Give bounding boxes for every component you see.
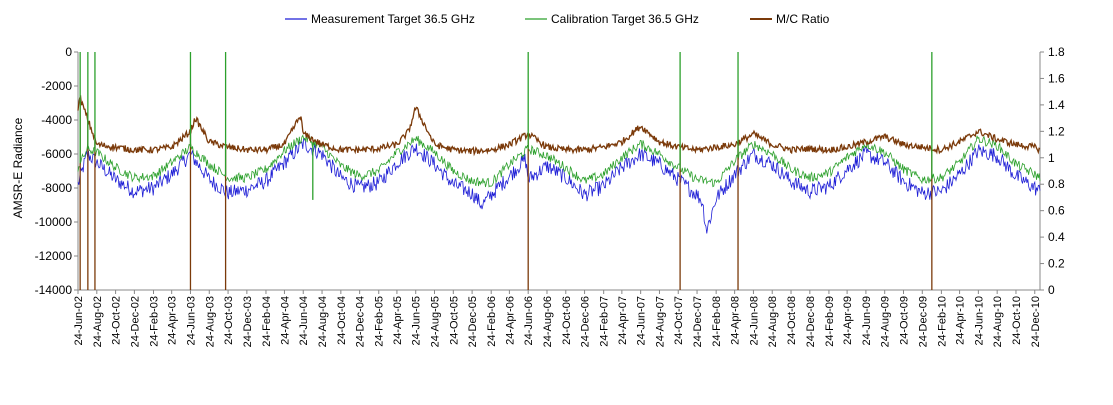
x-tick-label: 24-Oct-02 [111, 296, 123, 345]
x-tick-label: 24-Apr-08 [730, 296, 742, 345]
x-axis: 24-Jun-02 24-Aug-02 24-Oct-02 24-Dec-02 24-F… [73, 289, 1042, 347]
x-tick-label: 24-Dec-08 [805, 296, 817, 347]
x-tick-label: 24-Apr-03 [167, 296, 179, 345]
x-tick-label: 24-Oct-06 [561, 296, 573, 345]
legend: Measurement Target 36.5 GHz Calibration T… [285, 12, 830, 26]
series-line-mc-ratio [77, 94, 1041, 157]
x-tick-label: 24-Jun-04 [298, 296, 310, 346]
y-tick-label-left: -2000 [41, 79, 72, 93]
y-tick-label-right: 1.4 [1048, 98, 1065, 112]
y-tick-label-left: -8000 [41, 181, 72, 195]
y-tick-label-left: -14000 [35, 283, 73, 297]
x-tick-label: 24-Dec-03 [242, 296, 254, 347]
x-tick-label: 24-Apr-10 [955, 296, 967, 345]
y-tick-label-left: -12000 [35, 249, 73, 263]
x-tick-label: 24-Dec-09 [917, 296, 929, 347]
x-tick-label: 24-Feb-03 [148, 296, 160, 347]
x-tick-label: 24-Oct-03 [223, 296, 235, 345]
x-tick-label: 24-Dec-07 [692, 296, 704, 347]
x-tick-label: 24-Apr-04 [279, 296, 291, 345]
x-tick-label: 24-Dec-02 [129, 296, 141, 347]
y-tick-label-right: 1.8 [1048, 45, 1065, 59]
x-tick-label: 24-Aug-07 [654, 296, 666, 347]
x-tick-label: 24-Jun-06 [523, 296, 535, 346]
x-tick-label: 24-Oct-10 [1011, 296, 1023, 345]
x-tick-label: 24-Aug-05 [430, 296, 442, 347]
x-tick-label: 24-Aug-06 [542, 296, 554, 347]
x-tick-label: 24-Oct-07 [673, 296, 685, 345]
x-tick-label: 24-Oct-08 [786, 296, 798, 345]
y-axis-right: 1.8 1.6 1.4 1.2 1 0.8 0.6 0.4 0.2 0 [1039, 45, 1065, 297]
x-tick-label: 24-Aug-02 [92, 296, 104, 347]
y-tick-label-right: 0.4 [1048, 230, 1065, 244]
x-tick-label: 24-Dec-04 [355, 296, 367, 347]
x-tick-label: 24-Feb-05 [374, 296, 386, 347]
x-tick-label: 24-Aug-04 [317, 296, 329, 347]
y-tick-label-right: 1 [1048, 151, 1055, 165]
x-tick-label: 24-Feb-04 [261, 296, 273, 347]
x-tick-label: 24-Aug-03 [204, 296, 216, 347]
y-tick-label-left: -4000 [41, 113, 72, 127]
y-tick-label-right: 0 [1048, 283, 1055, 297]
y-tick-label-right: 0.8 [1048, 177, 1065, 191]
y-tick-label-right: 1.2 [1048, 124, 1065, 138]
x-tick-label: 24-Jun-08 [748, 296, 760, 346]
x-tick-label: 24-Oct-05 [448, 296, 460, 345]
y-tick-label-right: 1.6 [1048, 71, 1065, 85]
y-axis-label: AMSR-E Radiance [11, 117, 25, 218]
y-tick-label-left: -10000 [35, 215, 73, 229]
x-tick-label: 24-Feb-06 [486, 296, 498, 347]
legend-label: Calibration Target 36.5 GHz [551, 12, 699, 26]
x-tick-label: 24-Aug-08 [767, 296, 779, 347]
y-axis-left: 0 -2000 -4000 -6000 -8000 -10000 -12000 -14000 [35, 45, 79, 297]
x-tick-label: 24-Aug-09 [880, 296, 892, 347]
x-tick-label: 24-Dec-05 [467, 296, 479, 347]
legend-label: Measurement Target 36.5 GHz [311, 12, 475, 26]
x-tick-label: 24-Jun-05 [411, 296, 423, 346]
x-tick-label: 24-Feb-08 [711, 296, 723, 347]
x-tick-label: 24-Oct-04 [336, 296, 348, 345]
x-tick-label: 24-Jun-02 [73, 296, 85, 346]
x-tick-label: 24-Jun-03 [185, 296, 197, 346]
x-tick-label: 24-Jun-09 [861, 296, 873, 346]
x-tick-label: 24-Jun-10 [973, 296, 985, 346]
x-tick-label: 24-Oct-09 [898, 296, 910, 345]
x-tick-label: 24-Feb-07 [599, 296, 611, 347]
series-line-measurement-target [77, 138, 1041, 234]
x-tick-label: 24-Apr-05 [392, 296, 404, 345]
series-line-calibration-target [77, 133, 1041, 188]
y-tick-label-right: 0.2 [1048, 257, 1065, 271]
x-tick-label: 24-Jun-07 [636, 296, 648, 346]
x-tick-label: 24-Feb-10 [936, 296, 948, 347]
x-tick-label: 24-Dec-10 [1030, 296, 1042, 347]
y-tick-label-left: -6000 [41, 147, 72, 161]
y-tick-label-right: 0.6 [1048, 204, 1065, 218]
y-tick-label-left: 0 [65, 45, 72, 59]
x-tick-label: 24-Apr-09 [842, 296, 854, 345]
x-tick-label: 24-Aug-10 [992, 296, 1004, 347]
x-tick-label: 24-Feb-09 [824, 296, 836, 347]
x-tick-label: 24-Apr-06 [504, 296, 516, 345]
x-tick-label: 24-Dec-06 [580, 296, 592, 347]
plot-area [77, 52, 1041, 290]
legend-label: M/C Ratio [776, 12, 830, 26]
x-tick-label: 24-Apr-07 [617, 296, 629, 345]
